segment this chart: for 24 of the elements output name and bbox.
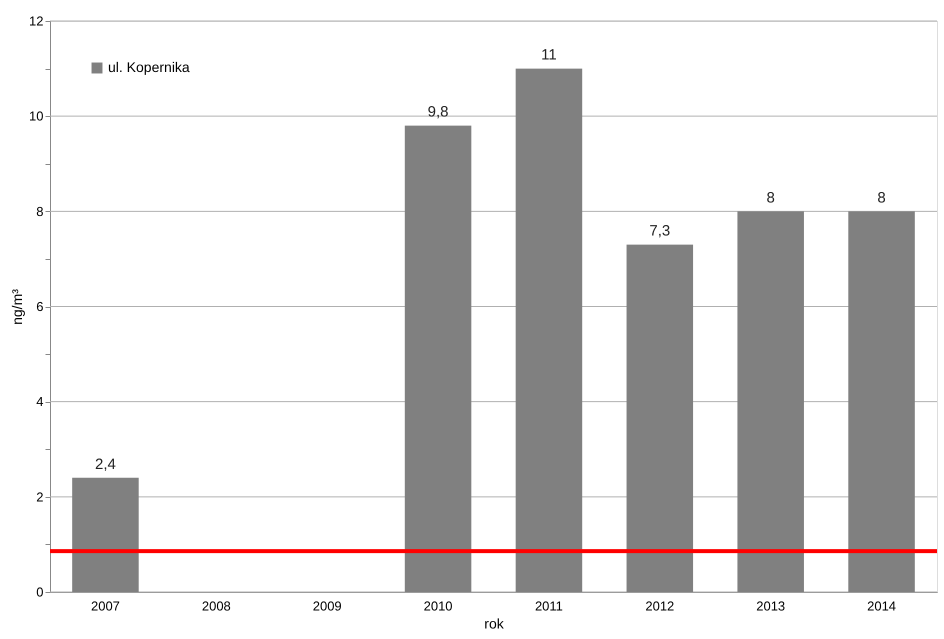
data-label: 11: [541, 46, 557, 64]
x-tick-label: 2010: [424, 598, 453, 614]
y-tick-label: 0: [36, 584, 44, 600]
data-label: 2,4: [95, 456, 116, 473]
x-tick-label: 2014: [867, 598, 896, 614]
legend-label: ul. Kopernika: [108, 59, 190, 75]
x-tick-label: 2007: [90, 598, 120, 614]
y-tick-label: 2: [36, 489, 44, 504]
y-tick-label: 4: [36, 394, 44, 410]
y-tick-label: 6: [36, 299, 44, 314]
y-tick-label: 8: [36, 204, 44, 219]
y-tick-label: 12: [29, 14, 44, 28]
x-tick-label: 2012: [645, 598, 674, 614]
data-label: 8: [766, 189, 775, 206]
x-tick-label: 2009: [312, 598, 342, 614]
data-label: 7,3: [649, 222, 670, 240]
x-tick-label: 2013: [756, 598, 786, 614]
data-label: 9,8: [428, 104, 448, 121]
x-axis-title: rok: [484, 616, 505, 632]
y-axis-title: ng/m³: [9, 288, 26, 325]
x-tick-label: 2011: [534, 598, 563, 614]
x-tick-label: 2008: [202, 598, 231, 614]
y-tick-label: 10: [29, 108, 44, 124]
data-label: 8: [877, 189, 886, 206]
